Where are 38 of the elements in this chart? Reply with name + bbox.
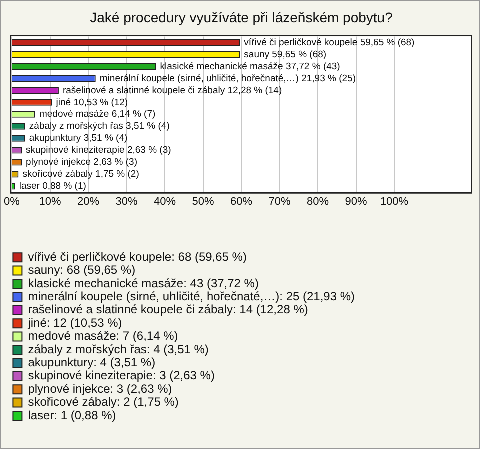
x-tick-label: 80%: [306, 196, 330, 208]
legend-label: vířivé či perličkové koupele: 68 (59,65 %): [28, 250, 247, 264]
data-label: akupunktury 3,51 % (4): [29, 133, 128, 144]
legend-label: medové masáže: 7 (6,14 %): [28, 329, 178, 344]
data-label: rašelinové a slatinné koupele či zábaly 12,28 % (14): [62, 85, 282, 96]
x-tick-label: 70%: [268, 196, 291, 208]
legend-label: klasické mechanické masáže: 43 (37,72 %): [28, 276, 259, 290]
x-tick-label: 10%: [39, 196, 62, 208]
x-tick-label: 40%: [154, 196, 176, 208]
x-tick-label: 0%: [4, 196, 20, 208]
data-label: laser 0,88 % (1): [19, 181, 86, 192]
data-label: jiné 10,53 % (12): [55, 97, 128, 108]
legend-label: rašelinové a slatinné koupele či zábaly: 14 (12,28 %): [28, 302, 308, 317]
data-label: sauny 59,65 % (68): [244, 49, 327, 60]
legend-label: akupunktury: 4 (3,51 %): [28, 356, 156, 370]
x-tick-label: 20%: [77, 196, 100, 208]
x-tick-label: 30%: [116, 196, 138, 208]
x-tick-label: 100%: [380, 196, 409, 208]
x-tick-label: 60%: [230, 196, 253, 208]
legend-label: plynové injekce: 3 (2,63 %): [28, 382, 172, 396]
data-label: klasické mechanické masáže 37,72 % (43): [160, 61, 340, 72]
data-label: skořicové zábaly 1,75 % (2): [22, 169, 140, 180]
legend-label: skupinové kineziterapie: 3 (2,63 %): [28, 368, 215, 383]
data-label: minerální koupele (sirné, uhličité, hořečnaté,…) 21,93 % (25): [100, 73, 356, 84]
data-label: plynové injekce 2,63 % (3): [26, 157, 138, 168]
legend-label: laser: 1 (0,88 %): [28, 408, 116, 422]
legend-label: jiné: 12 (10,53 %): [27, 316, 122, 330]
legend-label: zábaly z mořských řas: 4 (3,51 %): [28, 342, 209, 356]
data-label: vířivé či perličkové koupele 59,65 % (68): [244, 37, 415, 48]
legend-label: skořicové zábaly: 2 (1,75 %): [28, 395, 179, 410]
x-tick-label: 50%: [192, 196, 214, 208]
legend-label: minerální koupele (sirné, uhličité, hořečnaté,…): 25 (21,93 %): [28, 290, 356, 304]
data-label: zábaly z mořských řas 3,51 % (4): [29, 121, 170, 132]
chart-title: Jaké procedury využíváte při lázeňském pobytu?: [90, 9, 394, 26]
x-tick-label: 90%: [345, 196, 368, 208]
data-label: medové masáže 6,14 % (7): [39, 109, 156, 120]
legend-label: sauny: 68 (59,65 %): [28, 263, 136, 278]
data-label: skupinové kineziterapie 2,63 % (3): [26, 145, 172, 156]
